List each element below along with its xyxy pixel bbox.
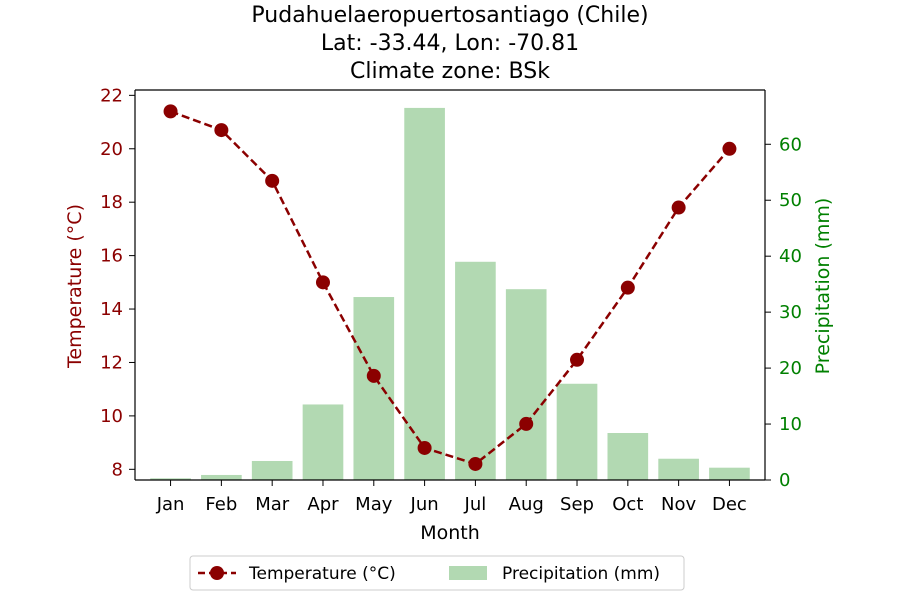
precipitation-bar <box>505 289 547 480</box>
precipitation-bar <box>150 478 191 480</box>
x-tick-label: Mar <box>255 494 290 515</box>
y-axis-right-label: Precipitation (mm) <box>812 198 834 375</box>
y-right-tick-label: 10 <box>779 414 802 435</box>
precipitation-bar <box>709 467 750 480</box>
x-tick-label: Aug <box>509 494 544 515</box>
temperature-point <box>366 368 381 383</box>
precipitation-bar <box>455 261 496 480</box>
tick-labels: Jan Feb Mar Apr May Jun Jul Aug Sep Oct Nov Dec 8 10 1… <box>100 85 802 515</box>
chart-title: Pudahuelaeropuertosantiago (Chile) Lat: … <box>251 3 648 84</box>
temperature-point <box>570 352 585 367</box>
temperature-point <box>519 416 534 431</box>
temperature-point <box>315 275 330 290</box>
temperature-point <box>417 440 432 455</box>
precipitation-bar <box>607 432 649 480</box>
y-left-tick-label: 22 <box>100 85 123 106</box>
precipitation-bar <box>201 474 242 480</box>
y-left-tick-label: 10 <box>100 406 123 427</box>
x-tick-label: Feb <box>205 494 237 515</box>
precipitation-bar <box>251 460 293 480</box>
y-left-tick-label: 14 <box>100 299 123 320</box>
temperature-point <box>468 456 483 471</box>
x-tick-label: Jun <box>410 494 439 515</box>
y-left-tick-label: 18 <box>100 192 123 213</box>
legend-temperature-label: Temperature (°C) <box>248 564 396 584</box>
axes <box>134 89 766 481</box>
precipitation-bar <box>353 297 395 480</box>
temperature-point <box>214 123 229 138</box>
y-right-tick-label: 30 <box>779 302 802 323</box>
precipitation-bar <box>658 458 699 480</box>
y-right-tick-label: 0 <box>779 470 790 491</box>
temperature-point <box>265 173 280 188</box>
x-tick-label: Jul <box>464 494 487 515</box>
legend-precipitation-swatch-icon <box>449 566 487 580</box>
y-right-tick-label: 50 <box>779 190 802 211</box>
x-tick-label: Apr <box>307 494 339 515</box>
precipitation-bars <box>150 107 750 481</box>
precipitation-bar <box>302 404 344 480</box>
precipitation-bar <box>404 107 445 481</box>
y-axis-left-label: Temperature (°C) <box>64 204 86 369</box>
title-line-2: Lat: -33.44, Lon: -70.81 <box>321 31 579 56</box>
temperature-point <box>163 104 178 119</box>
title-line-3: Climate zone: BSk <box>350 59 550 84</box>
x-tick-label: Sep <box>560 494 594 515</box>
x-tick-label: Jan <box>156 494 185 515</box>
legend: Temperature (°C) Precipitation (mm) <box>189 555 685 591</box>
y-right-tick-label: 20 <box>779 358 802 379</box>
x-tick-label: May <box>355 494 393 515</box>
temperature-line <box>163 104 737 471</box>
y-left-tick-label: 12 <box>100 352 123 373</box>
legend-frame <box>189 555 685 591</box>
title-line-1: Pudahuelaeropuertosantiago (Chile) <box>251 3 648 28</box>
y-left-tick-label: 8 <box>112 459 123 480</box>
y-left-tick-label: 20 <box>100 139 123 160</box>
x-tick-label: Oct <box>612 494 643 515</box>
y-right-tick-label: 40 <box>779 246 802 267</box>
legend-temperature-marker-icon <box>210 566 224 580</box>
temperature-point <box>722 141 737 156</box>
precipitation-bar <box>556 383 598 480</box>
x-tick-label: Nov <box>661 494 696 515</box>
temperature-point <box>620 280 635 295</box>
y-left-tick-label: 16 <box>100 246 123 267</box>
y-right-tick-label: 60 <box>779 134 802 155</box>
temperature-point <box>671 200 686 215</box>
x-axis-label: Month <box>420 522 480 544</box>
temperature-line-path <box>170 110 731 466</box>
legend-precipitation-label: Precipitation (mm) <box>502 564 660 584</box>
x-tick-label: Dec <box>712 494 747 515</box>
